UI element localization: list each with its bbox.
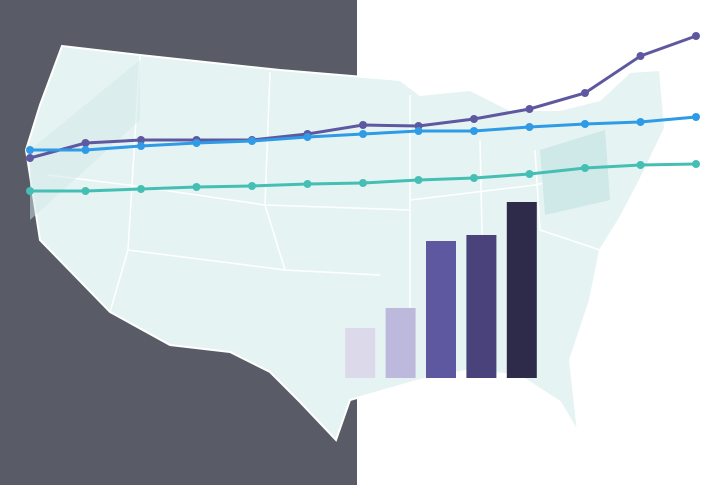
- point: [359, 179, 367, 187]
- point: [248, 137, 256, 145]
- point: [81, 146, 90, 154]
- bar: [426, 241, 456, 378]
- point: [692, 32, 700, 40]
- point: [470, 127, 478, 135]
- point: [636, 118, 645, 126]
- point: [192, 183, 201, 191]
- point: [26, 146, 34, 154]
- point: [470, 174, 478, 182]
- point: [81, 187, 90, 195]
- point: [692, 113, 700, 121]
- point: [414, 176, 423, 184]
- point: [248, 182, 256, 190]
- point: [525, 123, 534, 131]
- point: [81, 139, 90, 147]
- point: [359, 130, 367, 138]
- point: [359, 121, 367, 129]
- point: [192, 139, 201, 147]
- point: [581, 89, 589, 97]
- bar: [506, 202, 537, 378]
- point: [26, 154, 34, 162]
- point: [303, 180, 312, 188]
- point: [137, 142, 145, 150]
- point: [303, 133, 312, 141]
- point: [525, 170, 534, 178]
- region-shade: [540, 130, 610, 215]
- point: [581, 120, 589, 128]
- point: [525, 105, 534, 113]
- point: [692, 160, 700, 168]
- point: [137, 136, 145, 144]
- point: [636, 52, 645, 60]
- point: [636, 161, 645, 169]
- bar: [466, 235, 497, 378]
- point: [26, 187, 34, 195]
- point: [414, 127, 423, 135]
- bar: [345, 328, 376, 378]
- bar: [385, 308, 416, 378]
- point: [137, 185, 145, 193]
- point: [581, 164, 589, 172]
- point: [470, 115, 478, 123]
